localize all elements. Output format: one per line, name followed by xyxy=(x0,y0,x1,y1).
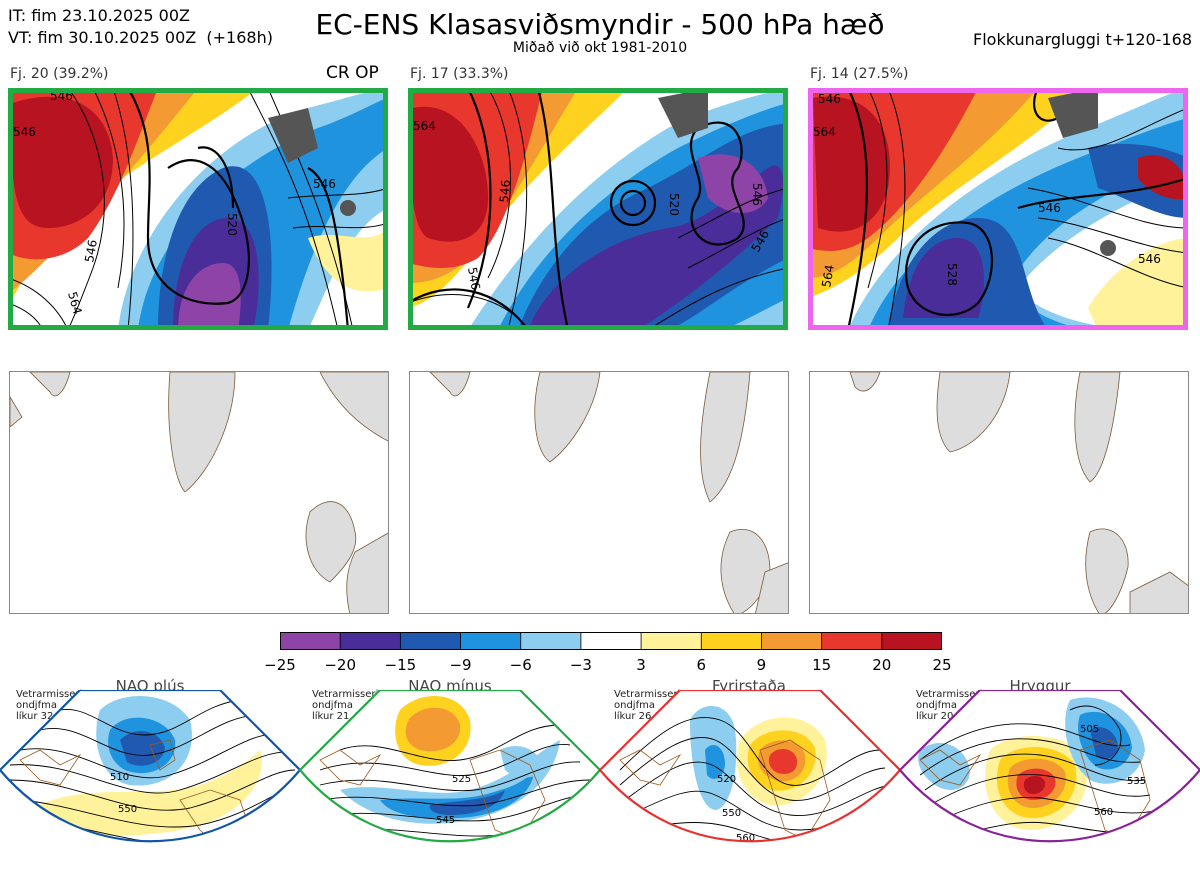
page-title: EC-ENS Klasasviðsmyndir - 500 hPa hæð xyxy=(315,8,885,41)
regime-4-prob-line2: ondjfma xyxy=(916,700,957,711)
cluster-1-label: Fj. 20 (39.2%) xyxy=(10,66,109,82)
contour-label: 546 xyxy=(818,92,841,106)
regime-4-map: 505 535 560 xyxy=(900,690,1200,842)
colorbar-cell xyxy=(881,632,942,650)
regime-4-contour-label: 560 xyxy=(1094,807,1113,818)
regime-4-contour-label: 505 xyxy=(1080,724,1099,735)
colorbar-tick-label: −15 xyxy=(384,656,417,674)
regime-3-prob-line1: Vetrarmisseri xyxy=(614,689,681,700)
valid-time: VT: fim 30.10.2025 00Z (+168h) xyxy=(8,28,273,47)
contour-label: 520 xyxy=(225,213,239,236)
regime-maps: 510 550 525 545 565 xyxy=(0,690,1200,861)
contour-label: 546 xyxy=(313,177,336,191)
contour-label: 546 xyxy=(750,183,764,206)
contour-label: 520 xyxy=(667,193,681,216)
colorbar-tick-label: −3 xyxy=(569,656,592,674)
initial-time: IT: fim 23.10.2025 00Z xyxy=(8,6,190,25)
regime-2-contour-label: 545 xyxy=(436,815,455,826)
colorbar-tick-label: −6 xyxy=(509,656,532,674)
contour-label: 564 xyxy=(813,125,836,139)
cluster-2-frame xyxy=(408,88,788,330)
regime-3-contour-label: 560 xyxy=(736,833,755,844)
contour-label: 546 xyxy=(497,179,513,203)
colorbar-cell xyxy=(339,632,402,650)
cluster-3-label: Fj. 14 (27.5%) xyxy=(810,66,909,82)
colorbar-cell xyxy=(280,632,342,650)
cluster-1-tag: CR OP xyxy=(326,63,379,83)
contour-label: 546 xyxy=(82,239,100,264)
regime-1-map: 510 550 xyxy=(0,690,300,842)
contour-label: 546 xyxy=(1038,201,1061,215)
land-map-3 xyxy=(809,371,1189,614)
colorbar-tick-label: 15 xyxy=(812,656,832,674)
contour-label: 564 xyxy=(819,264,837,289)
contour-label: 564 xyxy=(413,119,436,133)
contour-label: 546 xyxy=(465,266,483,291)
regime-1-contour-label: 550 xyxy=(118,804,137,815)
colorbar-cell xyxy=(700,632,763,650)
colorbar-tick-label: 9 xyxy=(756,656,767,674)
contour-label: 528 xyxy=(945,263,959,286)
colorbar-tick-label: −9 xyxy=(449,656,472,674)
colorbar-tick-label: 25 xyxy=(932,656,952,674)
cluster-2-map: 564 546 546 520 546 546 xyxy=(408,88,788,330)
colorbar-cell xyxy=(460,632,522,650)
colorbar-cell xyxy=(640,632,703,650)
regime-1-contour-label: 510 xyxy=(110,772,129,783)
contour-label: 564 xyxy=(65,290,84,316)
colorbar-tick-label: 3 xyxy=(636,656,646,674)
colorbar-cell xyxy=(399,632,462,650)
contour-label: 546 xyxy=(1138,252,1161,266)
regime-4-prob-line1: Vetrarmisseri xyxy=(916,689,983,700)
regime-4-contour-label: 535 xyxy=(1127,776,1146,787)
page-subtitle: Miðað við okt 1981-2010 xyxy=(512,40,688,56)
regime-3-contour-label: 520 xyxy=(717,774,736,785)
colorbar-cell xyxy=(821,632,883,650)
colorbar-tick-label: −20 xyxy=(324,656,356,674)
regime-3-contour-label: 550 xyxy=(722,808,741,819)
regime-2-contour-label: 565 xyxy=(446,850,465,861)
regime-1-prob-line1: Vetrarmisseri xyxy=(16,689,83,700)
regime-2-prob-line1: Vetrarmisseri xyxy=(312,689,379,700)
regime-3-prob-line2: ondjfma xyxy=(614,700,655,711)
colorbar-tick-label: 6 xyxy=(696,656,707,674)
colorbar xyxy=(280,632,942,650)
colorbar-cell xyxy=(520,632,582,650)
header-times: IT: fim 23.10.2025 00Z VT: fim 30.10.2025… xyxy=(8,5,273,49)
cluster-1-frame xyxy=(8,88,388,330)
cluster-3-map: 546 564 564 546 528 546 xyxy=(808,88,1188,330)
cluster-window: Flokkunargluggi t+120-168 xyxy=(973,30,1192,49)
regime-2-contour-label: 525 xyxy=(452,774,471,785)
contour-label: 546 xyxy=(13,125,36,139)
colorbar-cell xyxy=(580,632,642,650)
cluster-3-frame xyxy=(808,88,1188,330)
land-map-1 xyxy=(9,371,389,614)
land-map-2 xyxy=(409,371,789,614)
regime-2-map: 525 545 565 xyxy=(300,690,600,861)
regime-2-prob-line2: ondjfma xyxy=(312,700,353,711)
regime-3-map: 520 550 560 xyxy=(600,690,900,844)
colorbar-tick-label: 20 xyxy=(872,656,892,674)
cluster-2-label: Fj. 17 (33.3%) xyxy=(410,66,509,82)
regime-1-prob-line2: ondjfma xyxy=(16,700,57,711)
colorbar-tick-label: −25 xyxy=(264,656,296,674)
colorbar-cell xyxy=(761,632,823,650)
cluster-1-map: 546 546 546 520 564 546 xyxy=(8,88,388,330)
